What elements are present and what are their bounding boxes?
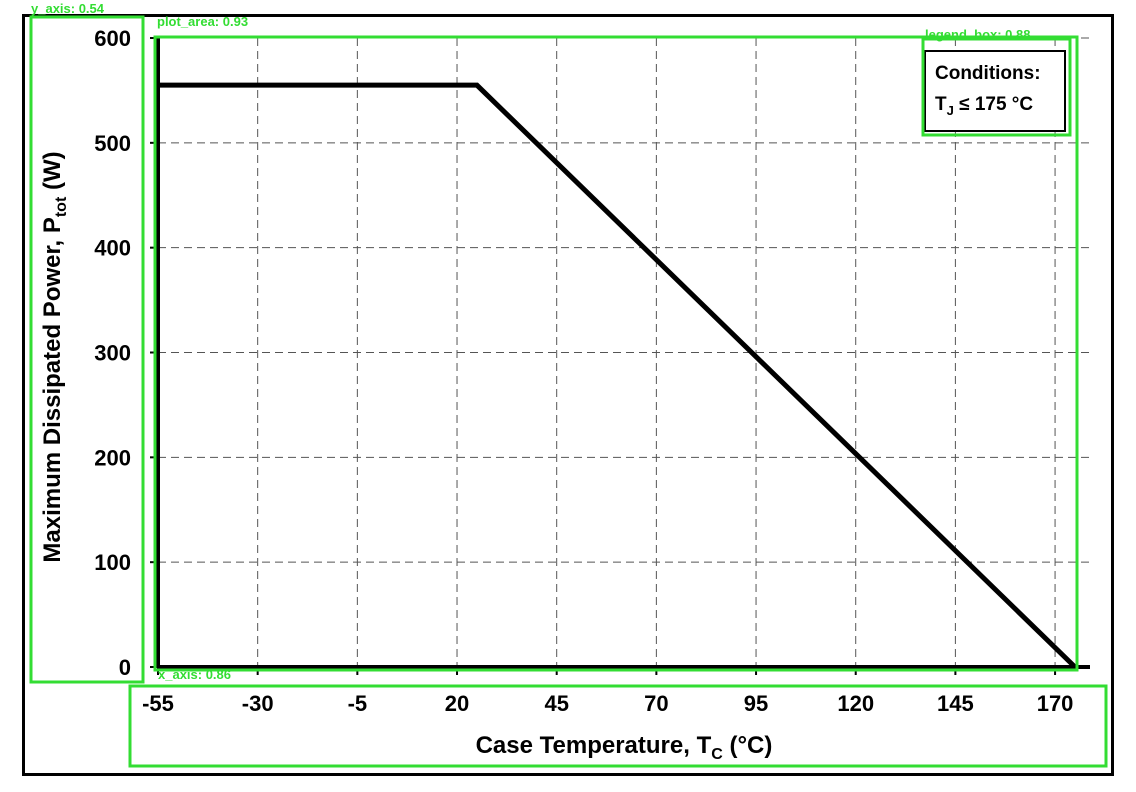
y-tick-label: 0 xyxy=(119,655,131,680)
chart-frame xyxy=(22,14,1114,776)
detection-box-legend xyxy=(921,37,1072,137)
detection-label-y-axis: y_axis: 0.54 xyxy=(31,1,105,16)
detection-box-y-axis xyxy=(29,15,145,684)
axes xyxy=(156,38,1090,669)
y-tick-label: 200 xyxy=(94,445,131,470)
y-tick-label: 600 xyxy=(94,26,131,51)
x-tick-label: -55 xyxy=(142,691,174,716)
x-axis-title: Case Temperature, TC (°C) xyxy=(476,732,773,763)
x-tick-label: -5 xyxy=(348,691,368,716)
x-tick-label: 170 xyxy=(1037,691,1074,716)
legend-line-1: Conditions: xyxy=(935,63,1041,84)
detection-label-plot-area: plot_area: 0.93 xyxy=(157,14,248,29)
detection-overlay: y_axis: 0.54 plot_area: 0.93 legend_box:… xyxy=(29,1,1108,768)
y-tick-labels: 0 100 200 300 400 500 600 xyxy=(94,26,158,680)
y-tick-label: 300 xyxy=(94,341,131,366)
x-tick-label: -30 xyxy=(242,691,274,716)
detection-label-x-axis: x_axis: 0.86 xyxy=(158,667,231,682)
detection-box-x-axis xyxy=(128,684,1108,768)
grid-lines xyxy=(158,37,1090,667)
legend-box xyxy=(924,50,1066,132)
x-tick-label: 145 xyxy=(937,691,974,716)
x-tick-label: 45 xyxy=(544,691,568,716)
detection-label-legend: legend_box: 0.88 xyxy=(925,27,1030,42)
x-tick-label: 20 xyxy=(445,691,469,716)
y-tick-label: 400 xyxy=(94,236,131,261)
x-tick-label: 95 xyxy=(744,691,768,716)
x-tick-label: 70 xyxy=(644,691,668,716)
y-axis-title: Maximum Dissipated Power, Ptot (W) xyxy=(39,151,70,562)
x-tick-labels: -55 -30 -5 20 45 70 95 120 145 170 xyxy=(142,667,1073,716)
legend: Conditions: TJ ≤ 175 °C xyxy=(924,50,1066,132)
detection-box-plot-area xyxy=(153,35,1079,672)
series-line xyxy=(158,82,1077,669)
x-tick-label: 120 xyxy=(837,691,874,716)
y-tick-label: 100 xyxy=(94,550,131,575)
y-tick-label: 500 xyxy=(94,131,131,156)
legend-line-2: TJ ≤ 175 °C xyxy=(935,94,1033,118)
series-group xyxy=(158,82,1077,669)
